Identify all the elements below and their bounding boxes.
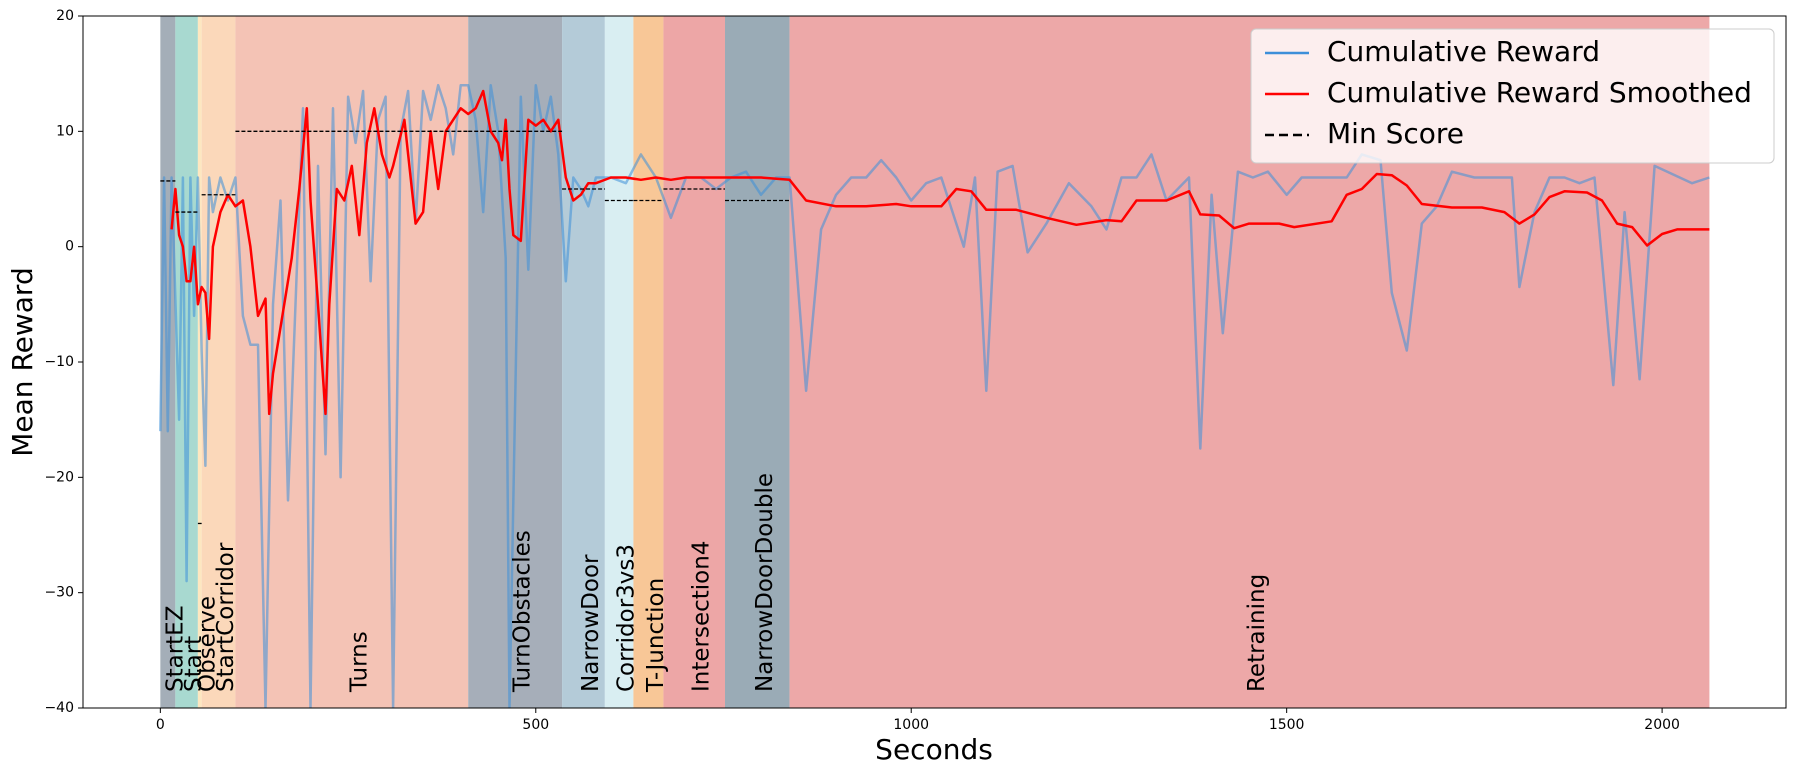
phase-label: Turns: [346, 631, 372, 693]
phase-band: [725, 16, 790, 708]
phase-label: StartEZ: [162, 606, 188, 692]
y-tick-label: −10: [44, 354, 74, 370]
x-axis-label: Seconds: [875, 733, 993, 766]
phase-band: [663, 16, 726, 708]
phase-label: Observe: [194, 596, 220, 692]
series-line: [170, 89, 1710, 416]
phase-label: Start: [181, 636, 207, 692]
legend-box: [1250, 28, 1775, 164]
x-tick-label: 1500: [1269, 717, 1305, 733]
legend: Cumulative Reward Cumulative Reward Smoot…: [1250, 28, 1775, 164]
legend-label: Min Score: [1327, 117, 1464, 150]
y-tick-label: 0: [65, 239, 74, 255]
phase-label: TurnObstacles: [510, 530, 536, 693]
phase-band: [562, 16, 605, 708]
series-line: [159, 83, 1710, 708]
y-axis-label: Mean Reward: [6, 267, 39, 456]
phase-label: NarrowDoorDouble: [752, 473, 778, 692]
phase-label: Corridor3vs3: [614, 544, 640, 692]
legend-label: Cumulative Reward: [1327, 35, 1600, 68]
phase-label: NarrowDoor: [578, 554, 604, 692]
y-tick-label: −30: [44, 585, 74, 601]
x-tick-label: 1000: [893, 717, 929, 733]
axes: 0 500 1000 1500 2000 −40 −30 −20 −10 0 10 20: [44, 8, 1679, 733]
y-tick-label: −40: [44, 700, 74, 716]
x-tick-label: 0: [156, 717, 165, 733]
line-layer: [159, 83, 1710, 708]
x-tick-label: 500: [522, 717, 549, 733]
y-tick-label: 20: [56, 8, 74, 24]
phase-band: [604, 16, 634, 708]
phase-label: Intersection4: [689, 541, 715, 692]
phase-band: [197, 16, 202, 708]
x-tick-label: 2000: [1644, 717, 1680, 733]
phase-band: [175, 16, 198, 708]
legend-label: Cumulative Reward Smoothed: [1327, 76, 1752, 109]
phase-band: [633, 16, 664, 708]
y-tick-label: −20: [44, 469, 74, 485]
phase-label: T-Junction: [643, 578, 669, 693]
phase-label: StartCorridor: [213, 542, 239, 692]
y-tick-label: 10: [56, 123, 74, 139]
phase-label: Retraining: [1244, 574, 1270, 692]
